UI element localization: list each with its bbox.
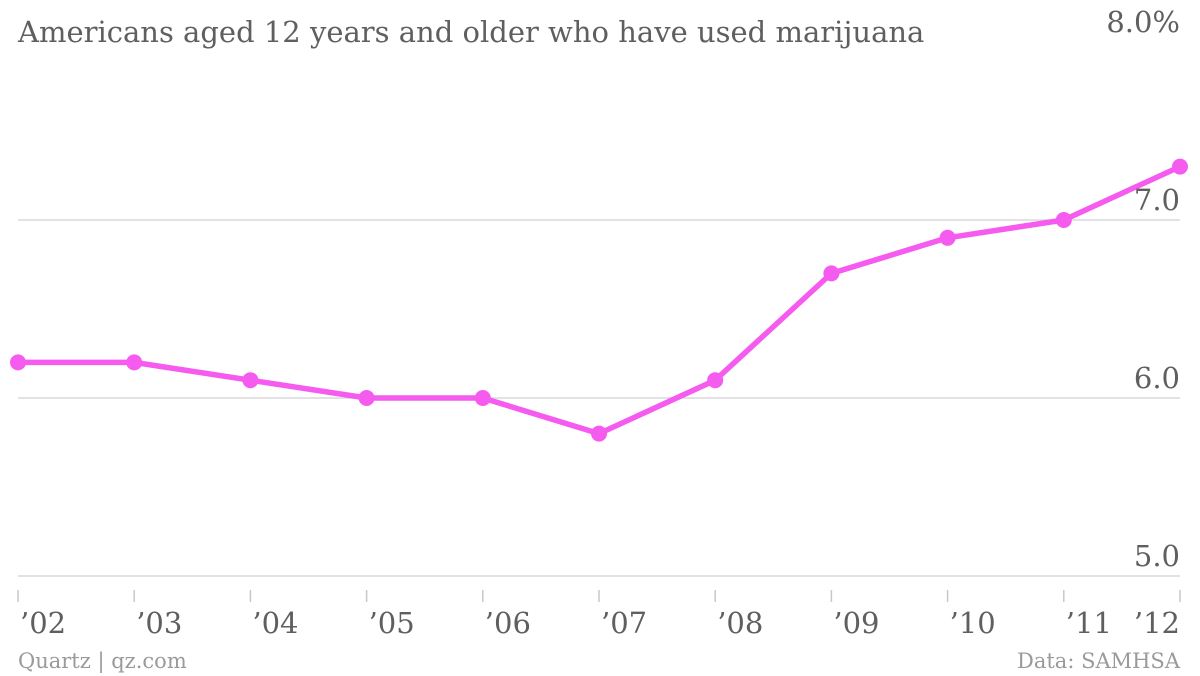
x-tick-label: ’03: [136, 606, 182, 640]
y-tick-label: 7.0: [1134, 183, 1180, 217]
data-point: [126, 354, 143, 371]
y-tick-label: 8.0%: [1106, 5, 1180, 39]
data-point: [474, 390, 491, 406]
x-tick-label: ’11: [1066, 606, 1112, 640]
data-point: [707, 372, 724, 389]
x-tick-label: ’09: [833, 606, 879, 640]
y-axis-labels: 5.0 6.0 7.0 8.0%: [1106, 5, 1180, 573]
data-point: [939, 229, 956, 246]
data-point: [358, 390, 375, 406]
x-tick-label: ’10: [950, 606, 996, 640]
data-point: [1055, 212, 1072, 228]
chart-title: Americans aged 12 years and older who ha…: [17, 15, 924, 49]
x-tick-label: ’04: [252, 606, 298, 640]
data-point: [242, 372, 259, 389]
footer-credit: Quartz | qz.com: [18, 649, 187, 674]
footer-source: Data: SAMHSA: [1017, 649, 1181, 673]
data-point: [10, 354, 26, 371]
y-tick-label: 6.0: [1134, 361, 1180, 395]
y-tick-label: 5.0: [1134, 539, 1180, 573]
x-tick-label: ’05: [369, 606, 415, 640]
x-tick-label: ’12: [1134, 606, 1180, 640]
gridlines: [18, 219, 1180, 577]
data-point: [823, 265, 840, 282]
series-line-path: [15, 163, 1183, 437]
data-point: [1172, 158, 1188, 175]
x-tick-label: ’08: [717, 606, 763, 640]
x-tick-label: ’06: [485, 606, 531, 640]
series-line: [15, 163, 1183, 437]
x-tick-label: ’02: [20, 606, 66, 640]
data-points: [10, 158, 1188, 442]
x-axis: ’02 ’03 ’04 ’05 ’06 ’07 ’08 ’09 ’10 ’11 ’12: [17, 590, 1181, 640]
x-tick-label: ’07: [601, 606, 647, 640]
data-point: [591, 425, 607, 442]
